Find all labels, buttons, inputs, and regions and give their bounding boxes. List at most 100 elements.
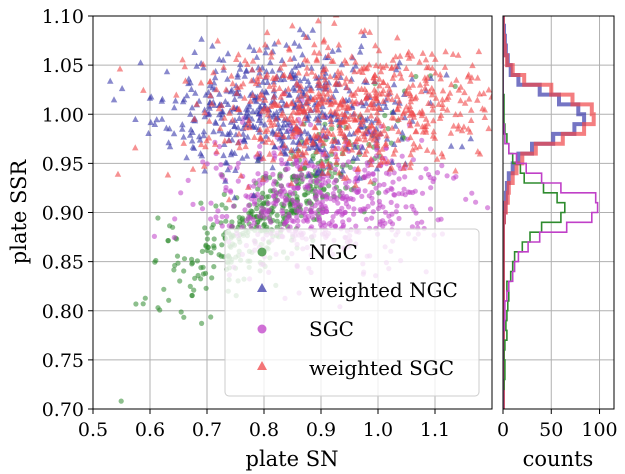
- point-weighted-sgc: [419, 49, 427, 56]
- point-sgc: [409, 224, 415, 230]
- point-weighted-sgc: [429, 102, 437, 109]
- point-weighted-sgc: [198, 141, 205, 148]
- point-sgc: [242, 207, 248, 213]
- point-weighted-sgc: [454, 125, 462, 132]
- point-sgc: [303, 206, 309, 212]
- point-weighted-sgc: [400, 164, 407, 171]
- point-weighted-sgc: [324, 127, 331, 134]
- point-weighted-ngc: [391, 140, 398, 147]
- point-weighted-sgc: [362, 65, 370, 72]
- point-weighted-ngc: [243, 109, 250, 116]
- point-sgc: [402, 192, 408, 198]
- point-sgc: [363, 216, 369, 222]
- point-sgc: [353, 223, 359, 229]
- point-ngc: [211, 264, 217, 270]
- point-ngc: [157, 307, 163, 313]
- point-weighted-sgc: [488, 93, 492, 100]
- point-weighted-ngc: [443, 71, 450, 78]
- point-weighted-sgc: [328, 120, 335, 127]
- point-sgc: [330, 214, 336, 220]
- point-weighted-sgc: [303, 135, 311, 142]
- point-weighted-sgc: [296, 140, 303, 147]
- y-tick-label: 0.80: [42, 301, 84, 323]
- point-weighted-ngc: [179, 121, 186, 128]
- point-weighted-ngc: [271, 40, 278, 47]
- point-sgc: [427, 206, 434, 212]
- legend-label-weighted-sgc: weighted SGC: [309, 356, 454, 380]
- point-weighted-sgc: [412, 93, 420, 100]
- point-weighted-ngc: [458, 143, 466, 150]
- point-weighted-sgc: [384, 90, 391, 97]
- point-weighted-sgc: [419, 123, 426, 130]
- point-weighted-sgc: [261, 96, 269, 103]
- point-weighted-sgc: [324, 169, 332, 176]
- point-ngc: [200, 271, 206, 277]
- point-weighted-ngc: [180, 96, 188, 103]
- point-weighted-sgc: [225, 137, 233, 144]
- point-weighted-sgc: [180, 139, 187, 146]
- point-sgc: [344, 193, 350, 200]
- point-sgc: [171, 234, 177, 241]
- point-weighted-sgc: [326, 73, 334, 80]
- point-weighted-sgc: [328, 57, 335, 64]
- point-weighted-ngc: [321, 146, 328, 153]
- point-sgc: [208, 200, 214, 206]
- scatter-x-ticks: 0.5 0.6 0.7 0.8 0.9 1.0 1.1: [78, 409, 450, 441]
- point-weighted-sgc: [416, 58, 423, 65]
- scatter-x-axis-label: plate SN: [246, 447, 339, 471]
- point-weighted-sgc: [234, 84, 241, 91]
- point-weighted-sgc: [475, 48, 483, 55]
- point-weighted-ngc: [305, 82, 313, 89]
- point-weighted-sgc: [336, 80, 343, 87]
- point-sgc: [305, 218, 311, 224]
- point-sgc: [372, 177, 378, 183]
- point-sgc: [473, 199, 479, 205]
- point-weighted-sgc: [287, 112, 295, 119]
- point-weighted-sgc: [339, 145, 346, 152]
- point-weighted-ngc: [158, 115, 166, 122]
- hist-x-tick-label: 100: [581, 419, 617, 441]
- point-ngc: [274, 218, 280, 224]
- point-sgc: [214, 218, 220, 225]
- point-weighted-sgc: [466, 128, 474, 135]
- point-weighted-sgc: [140, 86, 147, 93]
- point-weighted-sgc: [256, 46, 263, 53]
- point-weighted-sgc: [327, 115, 334, 122]
- point-weighted-ngc: [307, 157, 315, 164]
- point-weighted-sgc: [371, 77, 378, 84]
- point-weighted-sgc: [395, 102, 402, 109]
- point-weighted-ngc: [212, 119, 220, 126]
- point-weighted-ngc: [110, 96, 118, 103]
- point-weighted-sgc: [439, 153, 447, 160]
- point-weighted-ngc: [305, 144, 312, 151]
- point-weighted-sgc: [371, 71, 379, 78]
- point-weighted-sgc: [508, 82, 515, 88]
- point-sgc: [343, 201, 349, 207]
- point-weighted-sgc: [351, 68, 358, 75]
- point-weighted-ngc: [390, 81, 398, 88]
- point-sgc: [302, 184, 308, 190]
- point-weighted-sgc: [376, 90, 383, 97]
- point-ngc: [260, 190, 266, 196]
- point-sgc: [373, 185, 379, 191]
- point-weighted-ngc: [200, 128, 208, 135]
- point-sgc: [340, 219, 346, 225]
- point-weighted-sgc: [271, 85, 278, 92]
- point-weighted-sgc: [269, 156, 277, 163]
- point-weighted-ngc: [244, 133, 251, 140]
- point-sgc: [259, 209, 265, 215]
- point-ngc: [274, 212, 280, 218]
- point-weighted-ngc: [262, 49, 269, 56]
- point-sgc: [246, 203, 252, 209]
- point-weighted-sgc: [337, 100, 344, 107]
- point-weighted-sgc: [408, 71, 415, 78]
- point-weighted-ngc: [309, 143, 316, 150]
- point-weighted-sgc: [336, 169, 343, 176]
- point-weighted-sgc: [389, 74, 397, 81]
- point-weighted-ngc: [189, 143, 197, 150]
- point-sgc: [287, 224, 293, 230]
- point-weighted-sgc: [408, 95, 415, 102]
- point-weighted-sgc: [455, 51, 462, 58]
- point-weighted-sgc: [305, 104, 312, 111]
- point-weighted-sgc: [423, 146, 431, 153]
